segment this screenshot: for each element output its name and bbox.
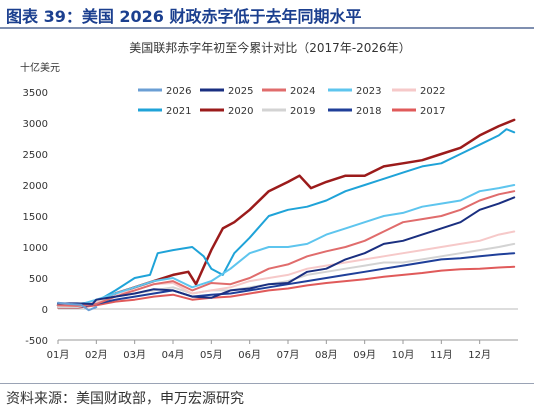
x-tick-label: 11月 [430, 349, 453, 361]
x-tick-label: 06月 [238, 349, 261, 361]
x-tick-label: 05月 [200, 349, 223, 361]
series-line-2017 [57, 265, 516, 309]
chart-title: 美国联邦赤字年初至今累计对比（2017年-2026年） [129, 40, 410, 55]
series-layer [56, 118, 516, 312]
legend-label-2026: 2026 [166, 86, 191, 97]
y-tick-label: 0 [42, 305, 48, 316]
source-note: 资料来源：美国财政部，申万宏源研究 [6, 391, 244, 407]
series-line-2026 [57, 301, 98, 312]
x-tick-label: 04月 [162, 349, 185, 361]
x-tick-label: 09月 [353, 349, 376, 361]
x-axis-ticks: 01月 02月 03月 04月 05月 06月 07月 08月 09月 10月 11月 12月 [47, 340, 491, 361]
title-rule [0, 27, 534, 29]
series-line-2023 [57, 184, 516, 307]
x-tick-label: 08月 [315, 349, 338, 361]
y-axis-ticks: -500 0 500 1000 1500 2000 2500 3000 3500 [23, 88, 48, 347]
source-rule [0, 383, 534, 384]
legend: 2026 2025 2024 2023 2022 2021 2020 2019 2018 2017 [138, 86, 445, 117]
legend-label-2024: 2024 [290, 86, 315, 97]
y-axis-label: 十亿美元 [20, 61, 60, 74]
y-tick-label: 2000 [23, 181, 48, 192]
legend-label-2020: 2020 [228, 106, 253, 117]
legend-label-2021: 2021 [166, 106, 191, 117]
line-chart: 美国联邦赤字年初至今累计对比（2017年-2026年） 十亿美元 -500 0 50… [20, 40, 518, 361]
legend-label-2022: 2022 [420, 86, 445, 97]
legend-label-2017: 2017 [420, 106, 445, 117]
x-tick-label: 07月 [277, 349, 300, 361]
y-tick-label: -500 [25, 336, 48, 347]
series-line-2018 [57, 252, 516, 309]
y-tick-label: 2500 [23, 150, 48, 161]
x-tick-label: 12月 [468, 349, 491, 361]
legend-label-2018: 2018 [356, 106, 381, 117]
y-tick-label: 500 [29, 274, 48, 285]
legend-label-2023: 2023 [356, 86, 381, 97]
y-tick-label: 1500 [23, 212, 48, 223]
x-tick-label: 10月 [392, 349, 415, 361]
series-line-2020 [56, 118, 516, 307]
y-tick-label: 3000 [23, 119, 48, 130]
figure-title: 图表 39：美国 2026 财政赤字低于去年同期水平 [6, 7, 362, 26]
legend-label-2019: 2019 [290, 106, 315, 117]
series-line-2025 [57, 196, 516, 305]
y-tick-label: 3500 [23, 88, 48, 99]
series-line-2024 [57, 190, 516, 307]
series-line-2021 [57, 128, 516, 305]
x-tick-label: 03月 [123, 349, 146, 361]
x-tick-label: 01月 [47, 349, 70, 361]
x-tick-label: 02月 [85, 349, 108, 361]
legend-label-2025: 2025 [228, 86, 253, 97]
y-tick-label: 1000 [23, 243, 48, 254]
